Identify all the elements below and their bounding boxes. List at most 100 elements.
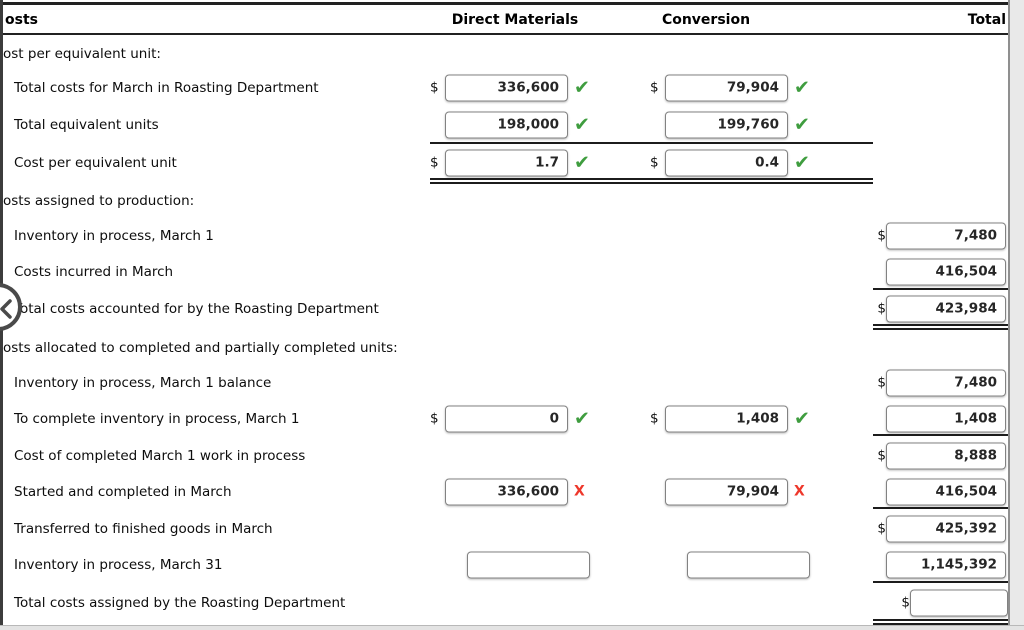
dollar-label: $: [650, 154, 659, 171]
dollar-label: $: [877, 447, 886, 464]
incorrect-icon: X: [794, 483, 805, 500]
cell-total: $: [860, 369, 1006, 396]
input-started-completed-dm[interactable]: [445, 478, 568, 505]
table-right-border: [1008, 0, 1010, 629]
table-row-started-and-completed: Started and completed in March X X: [0, 473, 1009, 510]
table-row-cost-per-equivalent-unit: Cost per equivalent unit $ ✔ $ ✔: [0, 144, 1009, 181]
correct-icon: ✔: [574, 76, 590, 98]
double-sum-rule: [873, 324, 1008, 330]
double-sum-rule: [873, 619, 1008, 625]
correct-icon: ✔: [574, 151, 590, 173]
sum-rule: [873, 581, 1008, 583]
dollar-label: $: [877, 520, 886, 537]
table-row-transferred-finished-goods: Transferred to finished goods in March $: [0, 510, 1009, 547]
input-transferred-total[interactable]: [886, 515, 1006, 542]
cell-conversion: ✔: [650, 111, 810, 138]
column-header-direct-materials: Direct Materials: [451, 11, 579, 28]
cell-total: $: [860, 589, 1008, 616]
dollar-label: $: [650, 79, 659, 96]
row-label: Cost of completed March 1 work in proces…: [14, 447, 306, 464]
cell-conversion: $ ✔: [650, 74, 810, 101]
section-row-cost-per-equivalent-unit: ost per equivalent unit:: [0, 38, 1009, 70]
row-label: Inventory in process, March 1 balance: [14, 374, 272, 391]
section-label: ost per equivalent unit:: [3, 46, 161, 62]
cell-conversion: X: [650, 478, 805, 505]
sum-rule: [873, 507, 1008, 509]
input-started-completed-conv[interactable]: [665, 478, 788, 505]
cell-dm: $ ✔: [430, 405, 590, 432]
column-header-total: Total: [967, 11, 1006, 28]
input-cost-completed-wip-total[interactable]: [886, 442, 1006, 469]
input-to-complete-inventory-dm[interactable]: [445, 405, 568, 432]
dollar-label: $: [430, 410, 439, 427]
horizontal-scrollbar-edge[interactable]: [0, 625, 1024, 630]
input-total-costs-march-conv[interactable]: [665, 74, 788, 101]
column-header-costs: osts: [5, 11, 38, 28]
input-started-completed-total[interactable]: [886, 478, 1006, 505]
table-row-total-costs-march: Total costs for March in Roasting Depart…: [0, 69, 1009, 106]
table-row-total-equivalent-units: Total equivalent units ✔ ✔: [0, 106, 1009, 143]
sum-rule: [873, 288, 1008, 290]
correct-icon: ✔: [794, 407, 810, 429]
input-total-costs-accounted-total[interactable]: [886, 295, 1006, 322]
dollar-label: $: [877, 374, 886, 391]
input-total-equivalent-units-dm[interactable]: [445, 111, 568, 138]
input-to-complete-inventory-total[interactable]: [886, 405, 1006, 432]
row-label: Total equivalent units: [14, 116, 159, 133]
dollar-label: $: [430, 154, 439, 171]
right-gutter: [1010, 0, 1024, 629]
cell-dm: $ ✔: [430, 74, 590, 101]
cell-total: [860, 478, 1006, 505]
correct-icon: ✔: [574, 407, 590, 429]
row-label: Total costs for March in Roasting Depart…: [14, 79, 319, 96]
column-header-conversion: Conversion: [661, 11, 751, 28]
table-row-total-costs-assigned: Total costs assigned by the Roasting Dep…: [0, 584, 1009, 621]
table-row-inventory-mar1-balance: Inventory in process, March 1 balance $: [0, 364, 1009, 401]
input-inventory-mar31-total[interactable]: [886, 551, 1006, 578]
cell-dm: X: [430, 478, 585, 505]
row-label: Inventory in process, March 31: [14, 556, 223, 573]
input-total-equivalent-units-conv[interactable]: [665, 111, 788, 138]
input-costs-incurred-total[interactable]: [886, 258, 1006, 285]
input-inventory-mar1-balance-total[interactable]: [886, 369, 1006, 396]
table-row-to-complete-inventory: To complete inventory in process, March …: [0, 400, 1009, 437]
row-label: Transferred to finished goods in March: [14, 520, 273, 537]
row-label: Total costs accounted for by the Roastin…: [14, 300, 379, 317]
row-label: To complete inventory in process, March …: [14, 410, 300, 427]
dollar-label: $: [877, 300, 886, 317]
input-inventory-mar31-dm[interactable]: [467, 551, 590, 578]
row-label: Started and completed in March: [14, 483, 232, 500]
row-label: Inventory in process, March 1: [14, 227, 214, 244]
input-cost-per-equivalent-unit-dm[interactable]: [445, 149, 568, 176]
sum-rule: [430, 142, 873, 144]
input-to-complete-inventory-conv[interactable]: [665, 405, 788, 432]
table-top-border: [0, 2, 1009, 5]
table-row-inventory-mar31: Inventory in process, March 31: [0, 546, 1009, 583]
table-header-row: osts Direct Materials Conversion Total: [0, 6, 1009, 33]
input-inventory-in-process-mar1-total[interactable]: [886, 222, 1006, 249]
cell-total: $: [860, 515, 1006, 542]
cell-total: $: [860, 222, 1006, 249]
correct-icon: ✔: [574, 113, 590, 135]
table-row-inventory-in-process-mar1: Inventory in process, March 1 $: [0, 217, 1009, 254]
input-total-costs-march-dm[interactable]: [445, 74, 568, 101]
correct-icon: ✔: [794, 113, 810, 135]
cell-conversion: $ ✔: [650, 405, 810, 432]
incorrect-icon: X: [574, 483, 585, 500]
input-inventory-mar31-conv[interactable]: [687, 551, 810, 578]
dollar-label: $: [650, 410, 659, 427]
section-label: osts assigned to production:: [3, 192, 195, 209]
section-label: osts allocated to completed and partiall…: [3, 339, 398, 356]
table-row-cost-completed-wip: Cost of completed March 1 work in proces…: [0, 437, 1009, 474]
section-row-costs-assigned: osts assigned to production:: [0, 184, 1009, 217]
cell-conversion: [650, 551, 810, 578]
row-label: Total costs assigned by the Roasting Dep…: [14, 594, 346, 611]
input-cost-per-equivalent-unit-conv[interactable]: [665, 149, 788, 176]
cell-total: $: [860, 295, 1006, 322]
cell-total: [860, 405, 1006, 432]
input-total-costs-assigned-total[interactable]: [910, 589, 1008, 616]
dollar-label: $: [901, 594, 910, 611]
correct-icon: ✔: [794, 76, 810, 98]
table-row-costs-incurred: Costs incurred in March: [0, 253, 1009, 290]
